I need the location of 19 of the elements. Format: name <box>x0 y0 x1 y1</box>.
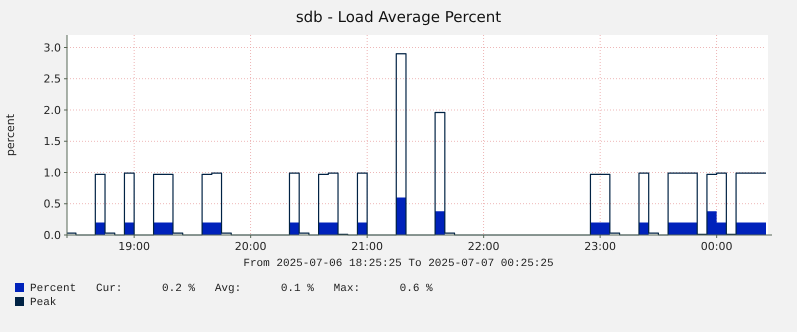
y-tick-label: 0.0 <box>44 228 61 242</box>
y-tick-label: 1.5 <box>44 135 61 148</box>
y-axis-title: percent <box>4 113 17 156</box>
text: Cur: 0.2 % Avg: 0.1 % Max: 0.6 % <box>96 283 434 295</box>
x-tick-label: 22:00 <box>468 240 500 253</box>
x-tick-label: 20:00 <box>234 240 266 253</box>
x-tick-label: 23:00 <box>584 240 616 253</box>
legend-label: Percent <box>30 283 76 295</box>
legend-label: Peak <box>30 297 57 309</box>
y-tick-label: 3.0 <box>44 41 61 54</box>
x-tick-label: 21:00 <box>351 240 383 253</box>
x-axis-title: From 2025-07-06 18:25:25 To 2025-07-07 00:25:25 <box>243 258 554 270</box>
y-tick-label: 1.0 <box>44 166 61 180</box>
y-tick-label: 0.5 <box>44 198 61 211</box>
y-tick-label: 2.0 <box>44 104 61 117</box>
x-tick-label: 00:00 <box>700 240 732 253</box>
y-tick-label: 2.5 <box>44 72 61 86</box>
x-tick-label: 19:00 <box>118 240 150 253</box>
chart-title: sdb - Load Average Percent <box>296 8 502 26</box>
